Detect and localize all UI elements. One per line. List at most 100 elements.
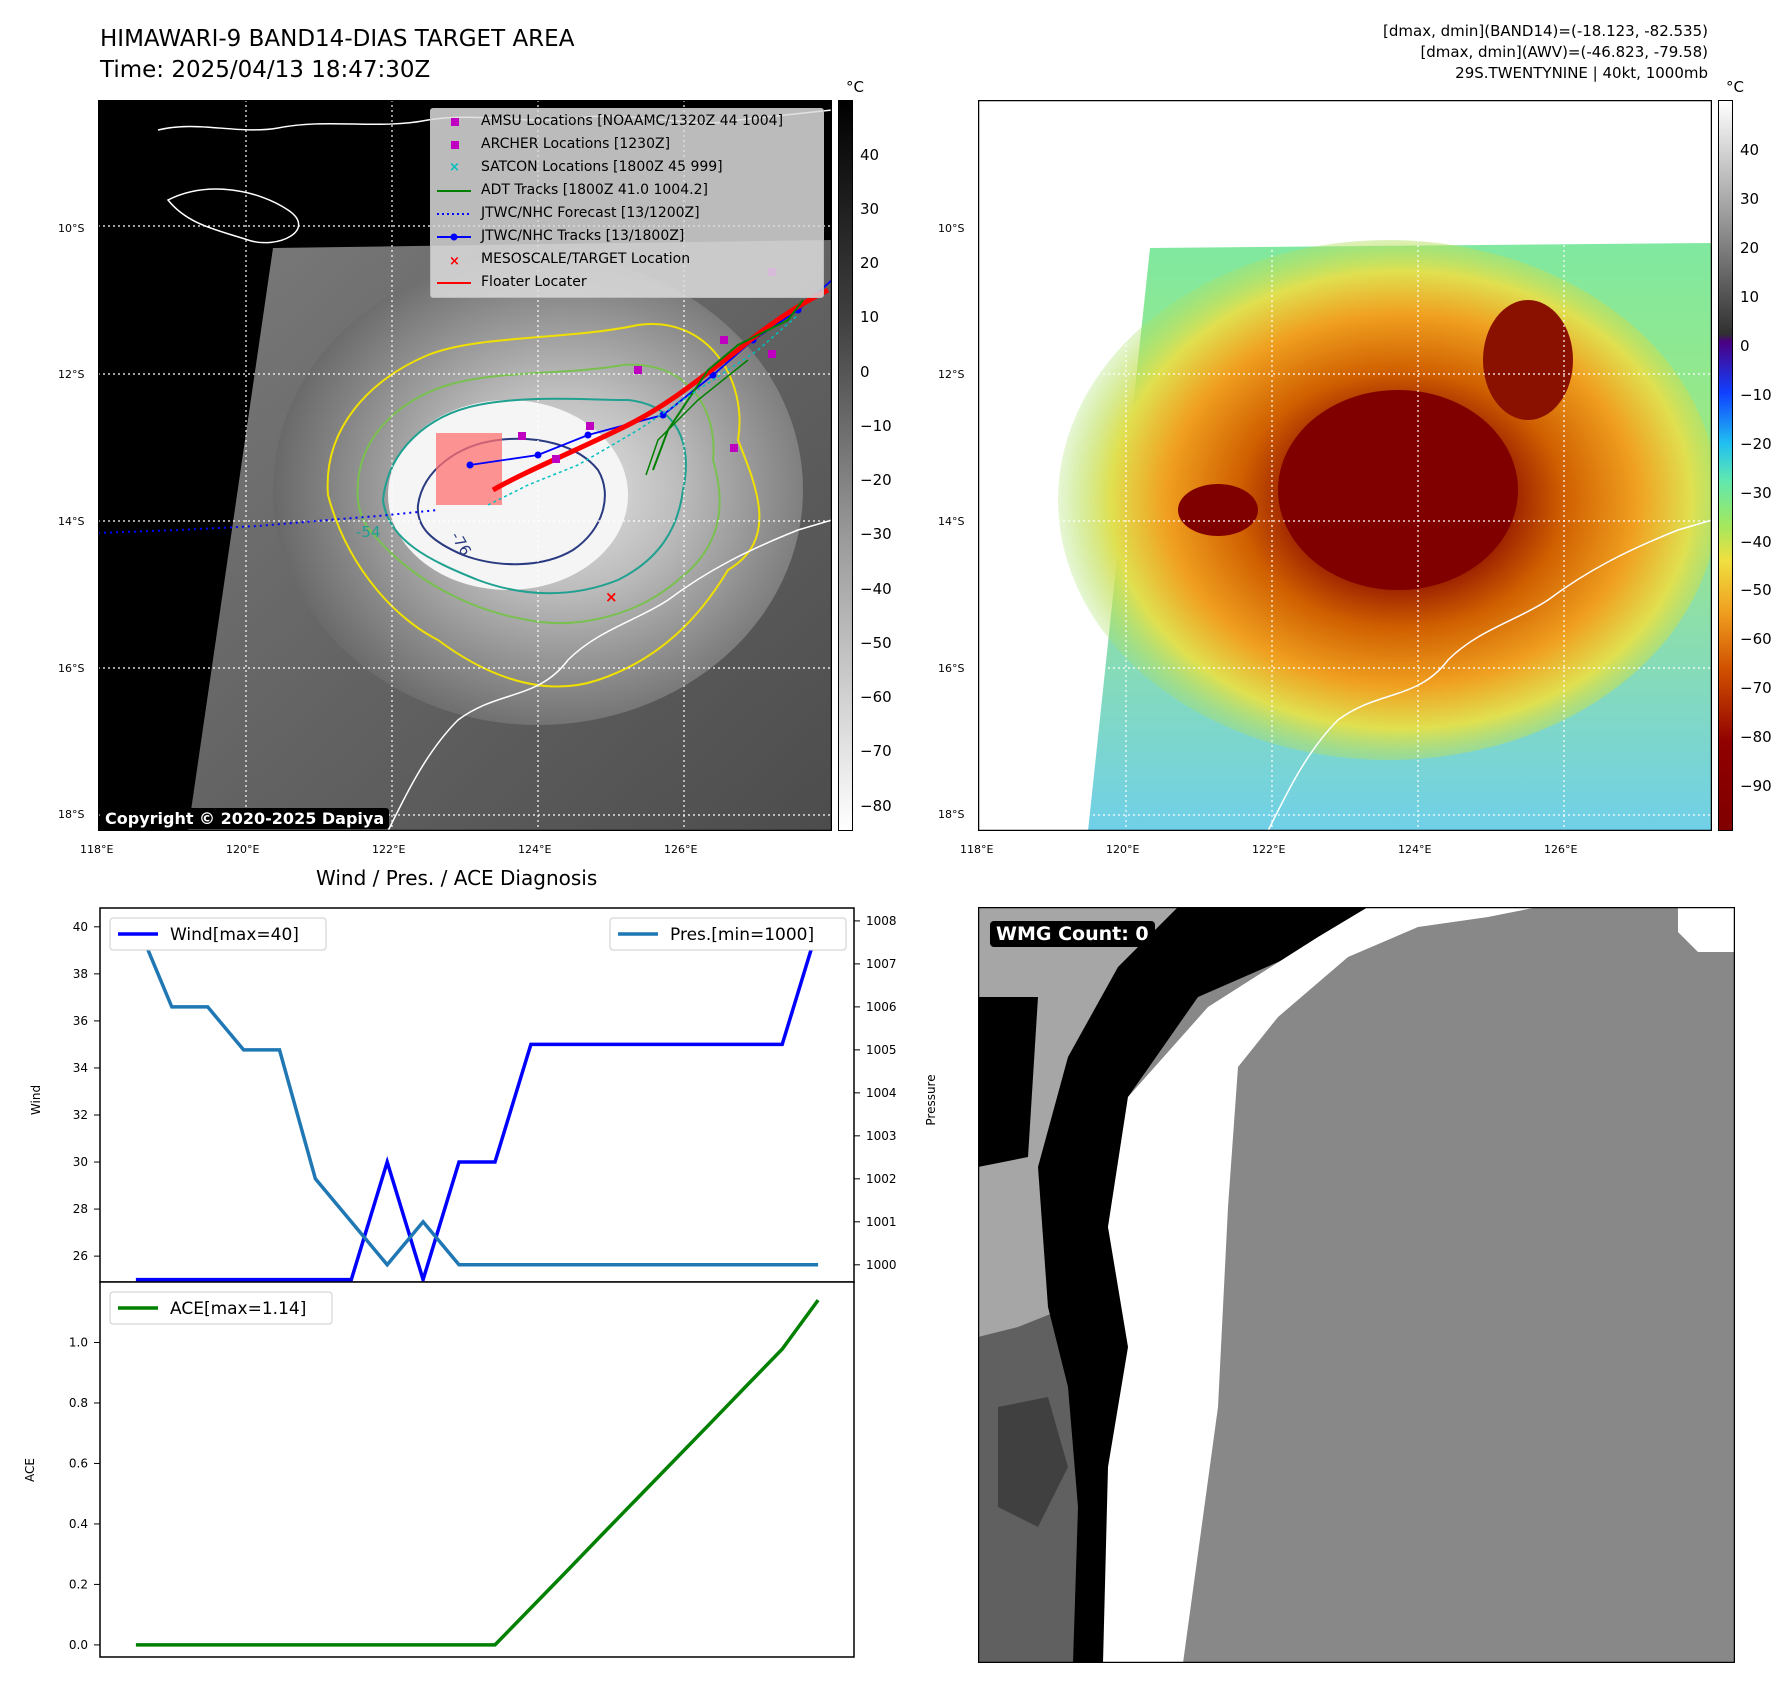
- colorbar-band14-tick: −30: [860, 525, 892, 543]
- ace-series-line: [135, 1299, 820, 1647]
- wind-tick-label: 36: [73, 1014, 88, 1028]
- pressure-tick-label: 1000: [866, 1258, 897, 1272]
- archer-location: [730, 444, 738, 452]
- diag-title: Wind / Pres. / ACE Diagnosis: [316, 866, 598, 890]
- ace-tick-label: 0.6: [69, 1456, 88, 1470]
- pressure-tick-label: 1002: [866, 1172, 897, 1186]
- pressure-tick-label: 1006: [866, 1000, 897, 1014]
- colorbar-awv-tick: −70: [1740, 679, 1772, 697]
- wmg-black-band: [1038, 907, 1368, 1663]
- colorbar-band14-tick: 0: [860, 363, 870, 381]
- pressure-tick-label: 1008: [866, 914, 897, 928]
- colorbar-band14-tick: −50: [860, 634, 892, 652]
- jtwc-track-point: [659, 411, 667, 419]
- pressure-tick-label: 1003: [866, 1129, 897, 1143]
- colorbar-awv-unit: °C: [1726, 78, 1744, 96]
- jtwc-track: [469, 279, 832, 466]
- ace-tick-label: 1.0: [69, 1335, 88, 1349]
- ace-tick-label: 0.8: [69, 1396, 88, 1410]
- legend-amsu-marker: [451, 118, 459, 126]
- awv-coastline-australia: [1267, 519, 1712, 831]
- pressure-tick-label: 1007: [866, 957, 897, 971]
- colorbar-awv-tick: −40: [1740, 533, 1772, 551]
- colorbar-awv-tick: 40: [1740, 141, 1760, 159]
- archer-location: [720, 336, 728, 344]
- copyright-badge: Copyright © 2020-2025 Dapiya: [100, 808, 390, 829]
- map2-lon-label: 120°E: [1106, 843, 1140, 856]
- colorbar-band14-tick: −70: [860, 742, 892, 760]
- ace-tick-label: 0.4: [69, 1517, 88, 1531]
- legend-tracks-dot: [450, 233, 458, 241]
- pressure-series-line: [134, 920, 819, 1268]
- info-storm: 29S.TWENTYNINE | 40kt, 1000mb: [1455, 64, 1708, 82]
- awv-band-west: [1178, 484, 1258, 536]
- ace-chart-frame: [99, 1281, 855, 1658]
- ace-legend-label: ACE[max=1.14]: [170, 1299, 306, 1319]
- jtwc-track-point: [584, 431, 592, 439]
- wmg-black-patch: [978, 997, 1038, 1167]
- ace-tick-label: 0.0: [69, 1638, 88, 1652]
- map1-lon-label: 118°E: [80, 843, 114, 856]
- wind-tick-label: 26: [73, 1249, 88, 1263]
- wind-pressure-chart: 26 28 30 32 34 36 38 40 1000 1001 1002 1003 1004 100…: [29, 907, 938, 1286]
- map1-lon-label: 122°E: [372, 843, 406, 856]
- wind-tick-label: 30: [73, 1155, 88, 1169]
- amsu-location: [518, 432, 526, 440]
- colorbar-band14-tick: −10: [860, 417, 892, 435]
- contour-label-54: -54: [356, 523, 381, 541]
- archer-location: [768, 350, 776, 358]
- mesoscale-target-marker: ×: [605, 588, 618, 606]
- archer-location: [634, 366, 642, 374]
- colorbar-band14-tick: −80: [860, 797, 892, 815]
- wind-tick-label: 34: [73, 1061, 88, 1075]
- map1-lat-label: 14°S: [58, 515, 85, 528]
- figure-time: Time: 2025/04/13 18:47:30Z: [100, 57, 431, 83]
- wmg-darkest-grey-west: [998, 1397, 1068, 1527]
- wind-series-line: [135, 926, 820, 1286]
- colorbar-awv-tick: 0: [1740, 337, 1750, 355]
- map2-lat-label: 16°S: [938, 662, 965, 675]
- colorbar-awv-tick: 30: [1740, 190, 1760, 208]
- wmg-white-edge: [1678, 907, 1735, 952]
- map2-lon-label: 124°E: [1398, 843, 1432, 856]
- figure-title: HIMAWARI-9 BAND14-DIAS TARGET AREA: [100, 26, 575, 52]
- ace-axis-label: ACE: [23, 1458, 37, 1482]
- legend-markers: × ×: [437, 118, 471, 284]
- jtwc-forecast-track: [98, 509, 439, 534]
- colorbar-band14-tick: 40: [860, 146, 880, 164]
- legend-item-tracks: JTWC/NHC Tracks [13/1800Z]: [481, 228, 685, 244]
- ace-legend-box: [109, 1291, 333, 1325]
- coastline-australia: [387, 519, 832, 831]
- wind-axis-label: Wind: [29, 1085, 43, 1115]
- colorbar-band14-tick: −20: [860, 471, 892, 489]
- legend-archer-marker: [451, 141, 459, 149]
- awv-band-northeast: [1483, 300, 1573, 420]
- map1-lat-label: 10°S: [58, 222, 85, 235]
- map2-lon-label: 126°E: [1544, 843, 1578, 856]
- wind-legend-box: [109, 917, 327, 951]
- wmg-white-band: [1103, 907, 1538, 1663]
- contour-yellow: [326, 322, 761, 688]
- pressure-legend-box: [609, 917, 847, 951]
- pressure-tick-label: 1001: [866, 1215, 897, 1229]
- amsu-location: [586, 422, 594, 430]
- wind-tick-label: 28: [73, 1202, 88, 1216]
- map2-lat-label: 10°S: [938, 222, 965, 235]
- colorbar-awv-tick: −80: [1740, 728, 1772, 746]
- coastline-timor: [166, 188, 300, 244]
- wind-legend-label: Wind[max=40]: [170, 925, 299, 945]
- colorbar-band14-tick: 30: [860, 200, 880, 218]
- colorbar-band14-unit: °C: [846, 78, 864, 96]
- awv-map: [978, 100, 1712, 831]
- info-awv: [dmax, dmin](AWV)=(-46.823, -79.58): [1420, 43, 1708, 61]
- colorbar-awv-tick: −90: [1740, 777, 1772, 795]
- mesoscale-target-box: [436, 433, 502, 505]
- map-legend: × × AMSU Locations [NOAAMC/1320Z 44 1004…: [430, 108, 824, 298]
- colorbar-awv-tick: −50: [1740, 581, 1772, 599]
- wind-chart-frame: [99, 907, 855, 1283]
- colorbar-band14: [838, 100, 853, 831]
- wind-tick-label: 38: [73, 967, 88, 981]
- map1-lat-label: 16°S: [58, 662, 85, 675]
- contour-green: [356, 363, 721, 624]
- adt-track: [645, 359, 749, 476]
